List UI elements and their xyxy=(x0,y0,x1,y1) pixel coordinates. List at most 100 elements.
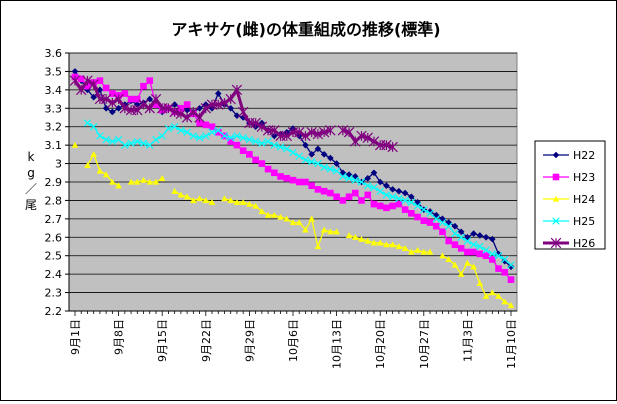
x-tick-label: 9月29日 xyxy=(243,319,256,362)
data-point-h25 xyxy=(89,122,98,131)
data-point-h23 xyxy=(501,269,509,276)
data-point-h26 xyxy=(88,79,99,90)
data-point-h24 xyxy=(351,233,359,240)
data-point-h22 xyxy=(408,193,415,201)
data-point-h24 xyxy=(109,178,116,185)
data-point-h23 xyxy=(476,250,484,258)
data-point-h23 xyxy=(457,245,465,252)
legend: H22 H23 H24 H25 H26 xyxy=(534,140,606,250)
data-point-h24 xyxy=(314,243,322,250)
data-point-h24 xyxy=(414,246,421,253)
data-point-h26 xyxy=(387,141,398,153)
series-h24 xyxy=(71,141,515,309)
data-point-h25 xyxy=(139,139,148,148)
data-point-h25 xyxy=(202,132,210,140)
data-point-h22 xyxy=(426,208,434,215)
data-point-h25 xyxy=(388,193,397,201)
data-point-h25 xyxy=(251,137,260,146)
data-point-h22 xyxy=(183,106,191,114)
data-point-h24 xyxy=(401,245,409,251)
data-point-h22 xyxy=(314,145,322,153)
data-point-h25 xyxy=(457,233,465,242)
data-point-h22 xyxy=(470,230,477,237)
legend-marker-h26 xyxy=(550,237,562,249)
data-point-h23 xyxy=(314,186,322,193)
data-point-h24 xyxy=(408,248,415,255)
data-point-h25 xyxy=(289,148,297,157)
data-point-h24 xyxy=(202,197,210,204)
data-point-h24 xyxy=(389,241,396,248)
data-point-h26 xyxy=(100,93,112,105)
data-point-h25 xyxy=(195,134,204,142)
legend-marker-h23 xyxy=(552,173,560,181)
data-point-h22 xyxy=(501,257,509,265)
data-point-h25 xyxy=(146,141,154,149)
data-point-h24 xyxy=(426,248,434,255)
data-point-h23 xyxy=(177,104,185,112)
data-point-h22 xyxy=(271,132,278,140)
data-point-h23 xyxy=(302,178,309,186)
data-point-h25 xyxy=(108,137,117,146)
data-point-h22 xyxy=(171,101,178,108)
data-point-h23 xyxy=(364,191,372,199)
data-point-h23 xyxy=(395,200,403,208)
data-point-h22 xyxy=(233,112,241,119)
legend-entry-h22: H22 xyxy=(543,149,595,162)
data-point-h22 xyxy=(370,169,378,177)
data-point-h23 xyxy=(464,248,471,256)
data-point-h25 xyxy=(301,156,310,164)
data-point-h22 xyxy=(489,235,496,243)
data-point-h25 xyxy=(407,198,416,206)
data-point-h23 xyxy=(96,77,104,84)
data-point-h23 xyxy=(121,90,129,97)
legend-entry-h23: H23 xyxy=(543,171,595,184)
data-point-h25 xyxy=(152,135,160,144)
data-point-h25 xyxy=(488,250,497,258)
y-tick-label: 2.4 xyxy=(45,268,63,281)
data-point-h24 xyxy=(376,239,384,246)
data-point-h25 xyxy=(438,218,447,227)
data-point-h25 xyxy=(264,137,272,146)
series-h23 xyxy=(71,73,515,283)
data-point-h26 xyxy=(69,75,81,86)
data-point-h23 xyxy=(283,175,291,182)
data-point-h24 xyxy=(327,228,334,235)
data-point-h23 xyxy=(77,75,85,83)
data-point-h25 xyxy=(208,128,216,136)
x-tick-label: 10月13日 xyxy=(331,319,344,369)
data-point-h22 xyxy=(364,175,372,182)
data-point-h23 xyxy=(233,141,241,149)
data-point-h24 xyxy=(171,187,178,194)
data-point-h26 xyxy=(144,103,155,114)
data-point-h22 xyxy=(196,104,203,112)
y-tick-label: 2.9 xyxy=(45,176,63,189)
x-tick-label: 11月3日 xyxy=(461,319,474,362)
data-point-h24 xyxy=(133,178,141,185)
series-h26 xyxy=(69,75,398,153)
data-point-h24 xyxy=(482,292,490,299)
data-point-h26 xyxy=(294,127,305,138)
data-point-h23 xyxy=(482,252,490,260)
data-point-h22 xyxy=(71,68,79,75)
x-tick-label: 10月6日 xyxy=(287,319,300,362)
data-point-h25 xyxy=(83,119,92,127)
data-point-h26 xyxy=(194,112,205,123)
data-point-h25 xyxy=(413,202,422,210)
data-point-h23 xyxy=(414,213,421,221)
data-point-h25 xyxy=(170,122,179,131)
data-point-h23 xyxy=(339,197,347,204)
data-point-h24 xyxy=(395,243,403,250)
x-tick-label: 10月27日 xyxy=(418,319,431,369)
data-point-h22 xyxy=(327,154,334,162)
data-point-h24 xyxy=(90,151,97,157)
data-point-h25 xyxy=(494,251,503,260)
data-point-h25 xyxy=(364,181,372,190)
y-tick-label: 3.6 xyxy=(45,47,63,60)
data-point-h25 xyxy=(307,158,316,166)
data-point-h24 xyxy=(152,178,160,185)
data-point-h26 xyxy=(163,103,174,114)
data-point-h25 xyxy=(432,215,440,223)
data-point-h23 xyxy=(383,204,390,212)
data-point-h24 xyxy=(190,197,197,204)
legend-entry-h25: H25 xyxy=(543,215,595,228)
